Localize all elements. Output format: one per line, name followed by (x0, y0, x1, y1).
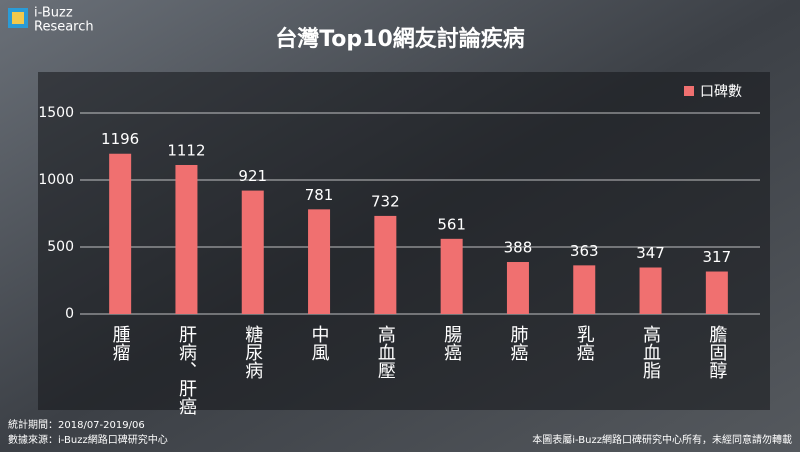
x-tick-label: 腸癌 (441, 325, 462, 361)
value-label: 781 (305, 186, 334, 204)
x-tick-label: 肺癌 (507, 325, 528, 361)
footer-source: 數據來源：i-Buzz網路口碑研究中心 (8, 433, 168, 446)
y-tick-label: 0 (65, 306, 74, 322)
x-tick-label: 膽固醇 (706, 325, 727, 379)
bar (241, 190, 264, 314)
value-label: 388 (504, 239, 533, 257)
x-tick-label: 糖尿病 (242, 325, 263, 380)
bar (175, 164, 198, 314)
logo-text: i-Buzz (34, 6, 73, 21)
bar (705, 271, 728, 314)
plot-panel (38, 72, 770, 410)
footer-period: 統計期間：2018/07-2019/06 (8, 418, 145, 431)
value-label: 561 (437, 215, 466, 233)
footer-copyright: 本圖表屬i-Buzz網路口碑研究中心所有，未經同意請勿轉載 (532, 433, 792, 446)
legend-swatch (684, 86, 694, 96)
x-tick-label: 中風 (309, 325, 330, 361)
bar (374, 215, 397, 314)
chart-title: 台灣Top10網友討論疾病 (275, 26, 525, 52)
y-tick-label: 1500 (38, 105, 74, 121)
y-tick-label: 1000 (38, 172, 74, 188)
value-label: 317 (703, 248, 732, 266)
value-label: 732 (371, 192, 400, 210)
value-label: 1196 (101, 130, 139, 148)
value-label: 363 (570, 242, 599, 260)
x-tick-label: 高血脂 (640, 325, 661, 379)
logo-icon-inner (12, 12, 24, 24)
bar (440, 238, 463, 314)
value-label: 921 (238, 167, 267, 185)
legend-label: 口碑數 (700, 84, 742, 100)
bar (308, 209, 331, 314)
x-tick-label: 高血壓 (375, 325, 396, 379)
value-label: 347 (636, 244, 665, 262)
bar (573, 265, 596, 314)
x-tick-label: 腫瘤 (110, 325, 131, 361)
bar (506, 262, 529, 314)
x-tick-label: 肝病、肝癌 (176, 325, 197, 415)
bar (109, 153, 132, 314)
x-tick-label: 乳癌 (574, 325, 595, 361)
logo-text: Research (34, 20, 94, 35)
value-label: 1112 (167, 141, 205, 159)
y-tick-label: 500 (47, 239, 74, 255)
bar (639, 267, 662, 314)
